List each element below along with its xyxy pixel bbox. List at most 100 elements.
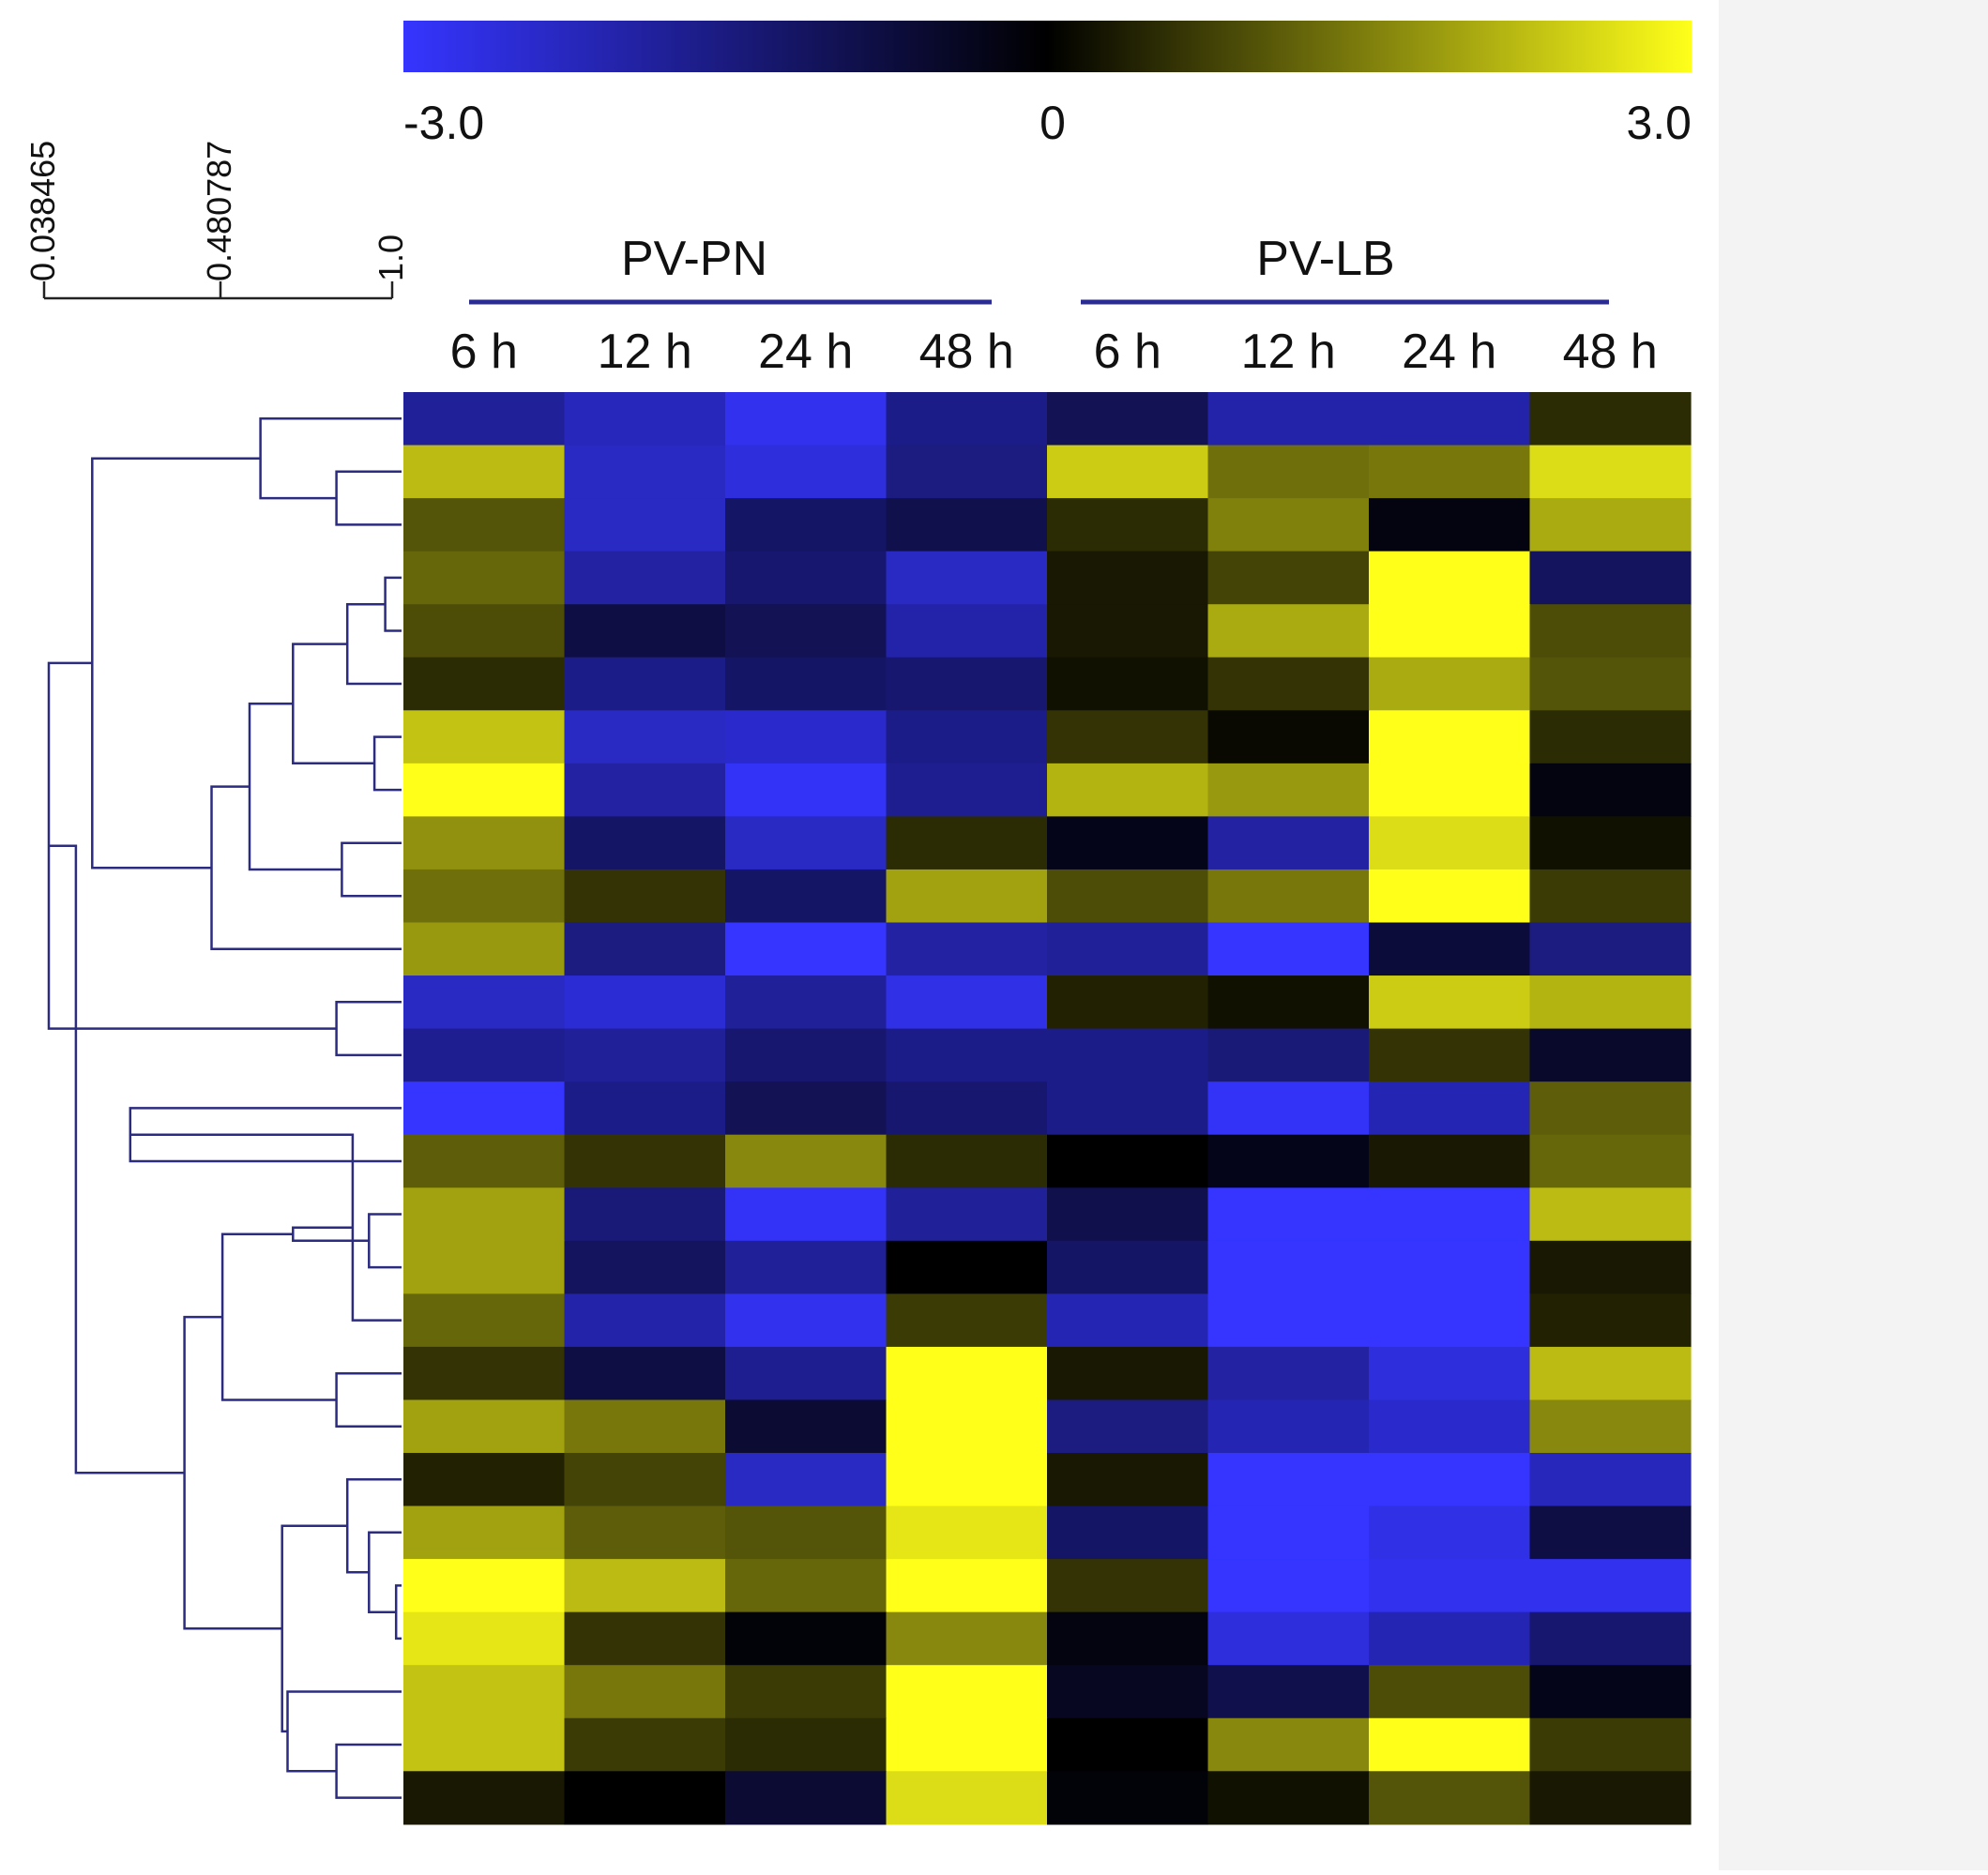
heatmap-cell-vvgata17-col2: [564, 1187, 726, 1242]
heatmap-cell-vvgata25-col8: [1529, 1665, 1692, 1719]
dendrogram-link-20: [292, 1226, 370, 1243]
column-labels: 6 h 12 h 24 h 48 h 6 h 12 h 24 h 48 h: [450, 325, 1658, 379]
heatmap-cell-vvgata26-col8: [1529, 392, 1692, 446]
heatmap-cell-vvgata20-col4: [886, 1399, 1048, 1454]
heatmap-cell-vvgata7-col1: [403, 710, 566, 764]
heatmap-cell-vvgata19-col5: [1047, 551, 1209, 605]
heatmap-cell-vvgata14-col2: [564, 763, 726, 817]
heatmap-cell-vvgata16-col4: [886, 445, 1048, 499]
heatmap-cell-vvgata27-col1: [403, 1771, 566, 1825]
heatmap-cell-vvgata18-col8: [1529, 975, 1692, 1030]
heatmap-cell-vvgata3-col2: [564, 1134, 726, 1188]
heatmap-cell-vvgata9-col1: [403, 1293, 566, 1348]
dendrogram-link-24: [281, 1524, 348, 1733]
heatmap-cell-vvgata1-col8: [1529, 1081, 1692, 1136]
heatmap-cell-vvgata3-col7: [1369, 1134, 1531, 1188]
heatmap-cell-vvgata8-col2: [564, 922, 726, 976]
heatmap-cell-vvgata18-col5: [1047, 975, 1209, 1030]
heatmap-cell-vvgata9-col2: [564, 1293, 726, 1348]
heatmap-cell-vvgata10-col2: [564, 1559, 726, 1613]
heatmap-cell-vvgata25-col2: [564, 1665, 726, 1719]
heatmap-cell-vvgata7-col4: [886, 710, 1048, 764]
column-label-4: 48 h: [919, 325, 1014, 379]
heatmap-cell-vvgata20-col5: [1047, 1399, 1209, 1454]
heatmap-cell-vvgata23-col3: [725, 869, 888, 924]
heatmap-cell-vvgata14-col7: [1369, 763, 1531, 817]
heatmap-cell-vvgata1-col7: [1369, 1081, 1531, 1136]
heatmap-cell-vvgata23-col2: [564, 869, 726, 924]
colorbar-max-label: 3.0: [1626, 97, 1692, 149]
heatmap-cell-vvgata7-col6: [1207, 710, 1370, 764]
heatmap-cell-vvgata2-col7: [1369, 1028, 1531, 1082]
heatmap-cell-vvgata6-col5: [1047, 1505, 1209, 1560]
heatmap-cell-vvgata2-col4: [886, 1028, 1048, 1082]
dendrogram-link-25: [183, 1315, 282, 1630]
right-margin-strip: [1719, 0, 1988, 1870]
heatmap-cell-vvgata4-col1: [403, 1611, 566, 1666]
heatmap-cell-vvgata10-col1: [403, 1559, 566, 1613]
heatmap-cell-vvgata8-col1: [403, 922, 566, 976]
heatmap-cell-vvgata11-col4: [886, 657, 1048, 711]
heatmap-cell-vvgata21-col6: [1207, 1346, 1370, 1401]
heatmap-cell-vvgata1-col2: [564, 1081, 726, 1136]
heatmap-cell-vvgata4-col6: [1207, 1611, 1370, 1666]
heatmap-cell-vvgata15-col6: [1207, 604, 1370, 658]
heatmap-cell-vvgata1-col4: [886, 1081, 1048, 1136]
heatmap-cell-vvgata10-col6: [1207, 1559, 1370, 1613]
heatmap-cell-vvgata6-col7: [1369, 1505, 1531, 1560]
heatmap-cell-vvgata26-col2: [564, 392, 726, 446]
heatmap-cell-vvgata2-col3: [725, 1028, 888, 1082]
heatmap-cell-vvgata15-col8: [1529, 604, 1692, 658]
heatmap-cell-vvgata27-col6: [1207, 1771, 1370, 1825]
heatmap-cell-vvgata19-col3: [725, 551, 888, 605]
heatmap-cell-vvgata23-col5: [1047, 869, 1209, 924]
heatmap-cell-vvgata18-col6: [1207, 975, 1370, 1030]
dendrogram-link-9: [210, 785, 402, 951]
heatmap-cell-vvgata10-col5: [1047, 1559, 1209, 1613]
heatmap-cell-vvgata12-col5: [1047, 1240, 1209, 1294]
heatmap-cell-vvgata2-col6: [1207, 1028, 1370, 1082]
heatmap-cell-vvgata7-col5: [1047, 710, 1209, 764]
column-label-3: 24 h: [758, 325, 853, 379]
heatmap-cell-vvgata13-col4: [886, 816, 1048, 870]
heatmap-cell-vvgata15-col4: [886, 604, 1048, 658]
heatmap-cell-vvgata17-col8: [1529, 1187, 1692, 1242]
heatmap-cell-vvgata5-col3: [725, 498, 888, 552]
heatmap-cell-vvgata14-col1: [403, 763, 566, 817]
heatmap-cell-vvgata9-col5: [1047, 1293, 1209, 1348]
heatmap-cell-vvgata8-col6: [1207, 922, 1370, 976]
heatmap-cell-vvgata23-col6: [1207, 869, 1370, 924]
heatmap-cell-vvgata25-col1: [403, 1665, 566, 1719]
heatmap-cell-vvgata1-col1: [403, 1081, 566, 1136]
dendrogram-link-2: [259, 417, 402, 500]
dendrogram-link-22: [335, 1743, 402, 1799]
heatmap-cell-vvgata15-col5: [1047, 604, 1209, 658]
heatmap-cell-vvgata12-col3: [725, 1240, 888, 1294]
heatmap-cell-vvgata5-col1: [403, 498, 566, 552]
heatmap-cell-vvgata27-col8: [1529, 1771, 1692, 1825]
group-label-pv-lb: PV-LB: [1256, 232, 1394, 286]
heatmap-cell-vvgata6-col4: [886, 1505, 1048, 1560]
dendrogram-link-15: [129, 1133, 402, 1322]
heatmap-cell-vvgata10-col3: [725, 1559, 888, 1613]
colorbar-mid-label: 0: [1040, 97, 1066, 149]
heatmap-cell-vvgata16-col8: [1529, 445, 1692, 499]
colorbar-min-label: -3.0: [403, 97, 484, 149]
heatmap-cell-vvgata23-col4: [886, 869, 1048, 924]
dendrogram-link-14: [368, 1213, 402, 1269]
heatmap-cell-vvgata8-col5: [1047, 922, 1209, 976]
heatmap-cell-vvgata4-col7: [1369, 1611, 1531, 1666]
heatmap-cell-vvgata23-col7: [1369, 869, 1531, 924]
heatmap-cell-vvgata26-col6: [1207, 392, 1370, 446]
row-dendrogram: [47, 417, 402, 1799]
heatmap-cell-vvgata4-col4: [886, 1611, 1048, 1666]
dendrogram-link-23: [286, 1690, 402, 1773]
heatmap-cell-vvgata10-col7: [1369, 1559, 1531, 1613]
heatmap-cell-vvgata19-col8: [1529, 551, 1692, 605]
heatmap-cell-vvgata17-col7: [1369, 1187, 1531, 1242]
heatmap-cell-vvgata13-col1: [403, 816, 566, 870]
heatmap-cell-vvgata27-col5: [1047, 1771, 1209, 1825]
heatmap-cell-vvgata24-col8: [1529, 1717, 1692, 1772]
heatmap-cell-vvgata1-col6: [1207, 1081, 1370, 1136]
